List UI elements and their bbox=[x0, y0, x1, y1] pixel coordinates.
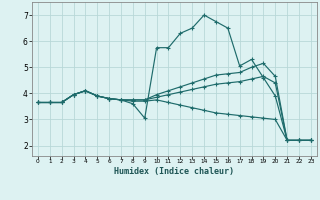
X-axis label: Humidex (Indice chaleur): Humidex (Indice chaleur) bbox=[115, 167, 234, 176]
